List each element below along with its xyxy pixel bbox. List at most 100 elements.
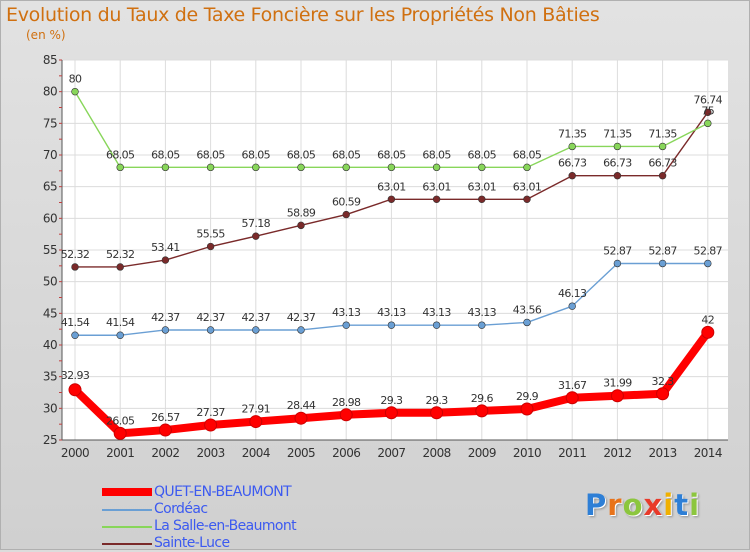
data-point <box>71 87 79 96</box>
data-point <box>116 263 124 271</box>
data-label: 52.32 <box>61 248 90 261</box>
logo-letter: t <box>674 488 690 522</box>
data-label: 52.87 <box>694 244 723 257</box>
data-point <box>432 163 441 172</box>
legend-swatch <box>102 526 152 528</box>
data-label: 29.3 <box>380 394 403 407</box>
x-tick-label: 2012 <box>603 446 631 460</box>
data-label: 46.13 <box>558 287 587 300</box>
data-point <box>701 325 715 339</box>
data-label: 66.73 <box>648 157 677 170</box>
y-tick-label: 60 <box>43 211 57 225</box>
data-label: 75 <box>701 104 714 117</box>
logo-letter: i <box>663 488 675 522</box>
data-point <box>116 163 124 172</box>
data-label: 43.13 <box>468 306 497 319</box>
x-tick-label: 2002 <box>151 446 179 460</box>
data-label: 31.67 <box>558 379 587 392</box>
data-point <box>206 242 215 251</box>
legend-item: Cordéac <box>102 501 402 518</box>
data-label: 68.05 <box>106 148 135 161</box>
logo-letter: P <box>585 488 608 522</box>
data-point <box>704 259 712 268</box>
data-point <box>658 142 667 151</box>
data-point <box>297 221 305 230</box>
data-point <box>206 163 215 172</box>
data-point <box>387 195 396 203</box>
data-point <box>252 163 260 172</box>
y-tick-label: 30 <box>43 401 57 415</box>
data-label: 68.05 <box>151 148 180 161</box>
data-point <box>430 406 444 420</box>
data-label: 71.35 <box>558 127 587 140</box>
legend-swatch <box>102 488 152 496</box>
data-label: 27.37 <box>196 406 225 419</box>
data-point <box>475 404 489 418</box>
data-label: 41.54 <box>61 316 90 329</box>
data-label: 32.3 <box>652 375 675 388</box>
data-label: 71.35 <box>603 127 632 140</box>
logo-letter: r <box>607 488 623 522</box>
legend-label: Sainte-Luce <box>154 535 230 551</box>
data-label: 68.05 <box>468 148 497 161</box>
x-tick-label: 2000 <box>61 446 89 460</box>
data-label: 29.3 <box>426 394 449 407</box>
y-tick-label: 40 <box>43 338 57 352</box>
data-label: 52.32 <box>106 248 135 261</box>
logo-letter: x <box>643 488 664 522</box>
data-point <box>387 321 396 329</box>
data-point <box>520 402 534 416</box>
data-label: 28.98 <box>332 396 361 409</box>
data-label: 57.18 <box>242 217 271 230</box>
data-point <box>658 172 667 180</box>
data-point <box>613 172 622 180</box>
y-tick-label: 25 <box>43 433 57 447</box>
data-point <box>384 406 398 420</box>
data-point <box>523 318 531 327</box>
data-point <box>610 389 624 403</box>
x-tick-label: 2003 <box>197 446 225 460</box>
data-point <box>342 210 350 219</box>
data-label: 43.13 <box>377 306 406 319</box>
data-point <box>342 321 350 329</box>
data-point <box>523 163 531 172</box>
data-point <box>204 418 218 432</box>
legend-label: Cordéac <box>154 501 208 517</box>
data-label: 68.05 <box>242 148 271 161</box>
y-tick-label: 45 <box>43 306 57 320</box>
data-label: 53.41 <box>151 241 180 254</box>
logo-letter: o <box>622 488 644 522</box>
data-point <box>704 108 712 117</box>
data-label: 71.35 <box>648 127 677 140</box>
data-label: 76.74 <box>694 93 723 106</box>
x-tick-label: 2001 <box>106 446 134 460</box>
y-tick-label: 75 <box>43 116 57 130</box>
data-point <box>568 172 576 180</box>
y-tick-label: 65 <box>43 180 57 194</box>
data-label: 42.37 <box>287 311 316 324</box>
y-tick-label: 35 <box>43 370 57 384</box>
data-point <box>478 195 486 203</box>
data-label: 63.01 <box>377 180 406 193</box>
data-label: 29.9 <box>516 390 539 403</box>
data-label: 42.37 <box>151 311 180 324</box>
data-label: 68.05 <box>196 148 225 161</box>
data-label: 66.73 <box>558 157 587 170</box>
x-tick-label: 2013 <box>649 446 677 460</box>
data-point <box>342 163 350 172</box>
data-label: 68.05 <box>287 148 316 161</box>
y-tick-label: 70 <box>43 148 57 162</box>
data-point <box>68 383 82 397</box>
legend: QUET-EN-BEAUMONT Cordéac La Salle-en-Bea… <box>102 484 402 552</box>
data-label: 68.05 <box>513 148 542 161</box>
data-label: 68.05 <box>332 148 361 161</box>
y-tick-label: 55 <box>43 243 57 257</box>
y-tick-label: 50 <box>43 275 57 289</box>
data-label: 58.89 <box>287 206 316 219</box>
data-point <box>113 426 127 440</box>
data-point <box>568 302 576 310</box>
data-point <box>339 408 353 422</box>
data-point <box>478 163 486 172</box>
data-point <box>432 195 441 203</box>
